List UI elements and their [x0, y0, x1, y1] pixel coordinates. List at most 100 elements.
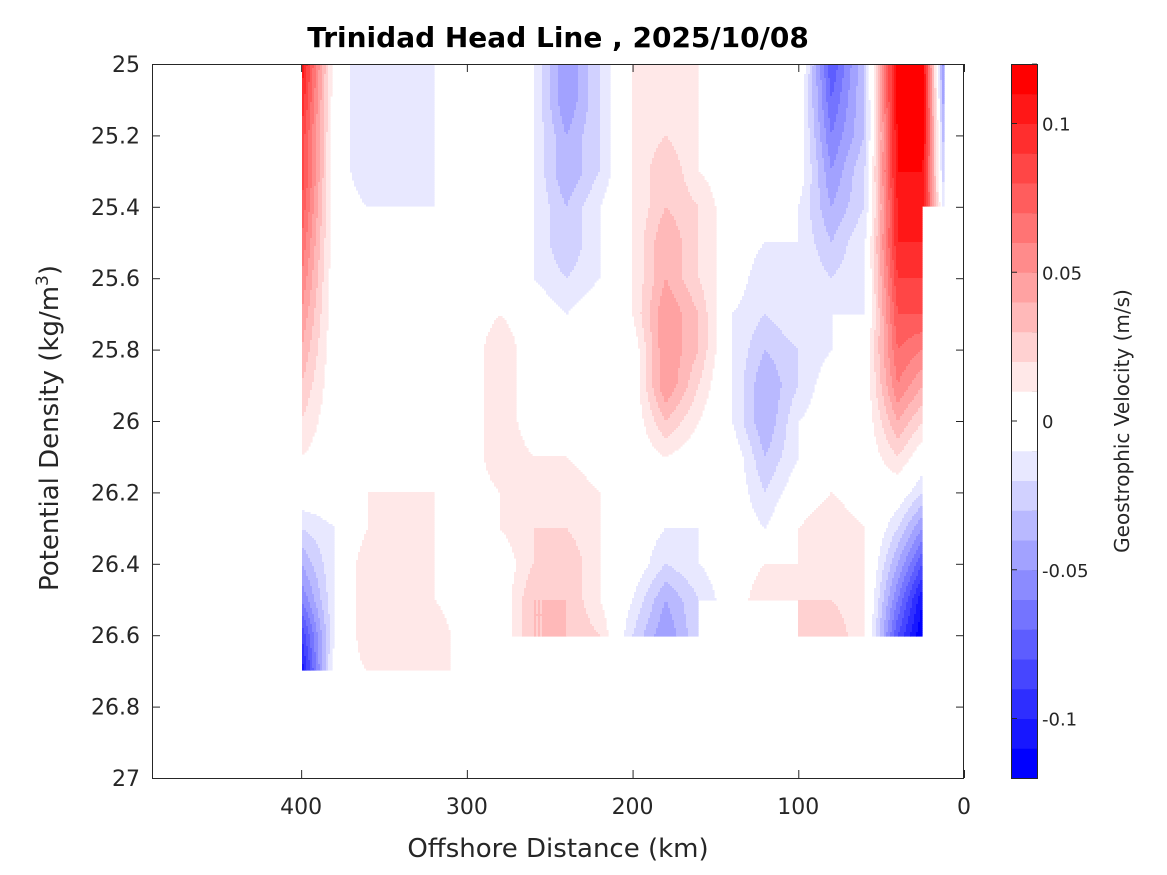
contour-band: [874, 144, 877, 147]
contour-band: [844, 70, 851, 73]
contour-band: [930, 172, 933, 175]
contour-band: [942, 124, 945, 127]
contour-band: [362, 198, 435, 201]
contour-band: [308, 144, 313, 147]
contour-band: [310, 128, 313, 131]
contour-band: [318, 280, 325, 283]
contour-band: [698, 228, 717, 231]
contour-band: [884, 150, 887, 153]
contour-band: [698, 274, 717, 277]
contour-band: [874, 128, 877, 131]
contour-band: [644, 276, 655, 279]
contour-band: [632, 64, 699, 67]
contour-band: [876, 216, 879, 219]
contour-band: [304, 336, 313, 339]
contour-band: [320, 64, 323, 67]
contour-band: [302, 286, 307, 289]
contour-band: [644, 334, 653, 337]
contour-band: [928, 86, 931, 89]
contour-band: [632, 310, 643, 313]
contour-band: [880, 98, 883, 101]
contour-band: [600, 82, 611, 85]
contour-band: [866, 112, 871, 115]
contour-band: [664, 208, 669, 211]
contour-band: [306, 122, 311, 125]
contour-band: [680, 308, 697, 311]
contour-band: [322, 76, 325, 79]
contour-band: [824, 68, 829, 71]
contour-band: [878, 100, 881, 103]
contour-band: [632, 138, 663, 141]
contour-band: [940, 134, 943, 137]
contour-band: [774, 322, 833, 325]
contour-band: [324, 162, 327, 165]
contour-band: [926, 166, 929, 169]
contour-band: [658, 230, 681, 233]
contour-band: [314, 268, 319, 271]
contour-band: [358, 192, 435, 195]
contour-band: [600, 108, 611, 111]
contour-band: [822, 212, 847, 215]
contour-band: [884, 204, 887, 207]
contour-band: [844, 128, 855, 131]
contour-band: [866, 116, 871, 119]
contour-band: [880, 72, 883, 75]
contour-band: [880, 182, 883, 185]
contour-band: [890, 204, 893, 207]
contour-band: [836, 72, 845, 75]
contour-band: [798, 224, 813, 227]
contour-band: [550, 108, 561, 111]
contour-band: [936, 156, 939, 159]
contour-band: [876, 236, 881, 239]
contour-band: [534, 230, 551, 233]
contour-band: [940, 70, 943, 73]
contour-band: [846, 118, 855, 121]
contour-band: [826, 98, 841, 101]
contour-band: [546, 180, 559, 183]
contour-band: [826, 130, 831, 133]
contour-band: [844, 122, 855, 125]
contour-band: [926, 64, 929, 67]
contour-band: [302, 114, 305, 117]
contour-band: [886, 248, 891, 251]
contour-band: [880, 94, 883, 97]
contour-band: [886, 176, 889, 179]
contour-band: [928, 162, 931, 165]
contour-band: [888, 144, 891, 147]
contour-band: [556, 146, 583, 149]
contour-band: [748, 276, 831, 279]
contour-band: [888, 108, 891, 111]
contour-band: [828, 102, 841, 105]
contour-band: [888, 334, 893, 337]
contour-band: [352, 178, 435, 181]
contour-band: [894, 312, 899, 315]
contour-band: [654, 274, 683, 277]
contour-band: [302, 268, 309, 271]
contour-band: [302, 84, 307, 87]
contour-band: [600, 68, 611, 71]
contour-band: [632, 224, 647, 227]
contour-band: [578, 68, 589, 71]
contour-band: [542, 112, 553, 115]
contour-band: [646, 224, 659, 227]
contour-band: [304, 174, 309, 177]
contour-band: [582, 216, 601, 219]
contour-band: [860, 214, 867, 217]
contour-band: [302, 86, 307, 89]
contour-band: [324, 88, 329, 91]
contour-band: [306, 248, 311, 251]
contour-band: [350, 98, 435, 101]
contour-band: [874, 264, 879, 267]
contour-band: [932, 158, 935, 161]
contour-band: [320, 242, 325, 245]
contour-band: [310, 72, 313, 75]
contour-band: [884, 266, 889, 269]
contour-band: [932, 94, 935, 97]
contour-band: [314, 258, 321, 261]
contour-band: [574, 116, 587, 119]
contour-band: [890, 152, 893, 155]
contour-band: [534, 92, 543, 95]
contour-band: [572, 118, 587, 121]
contour-band: [866, 92, 869, 95]
contour-band: [882, 170, 885, 173]
